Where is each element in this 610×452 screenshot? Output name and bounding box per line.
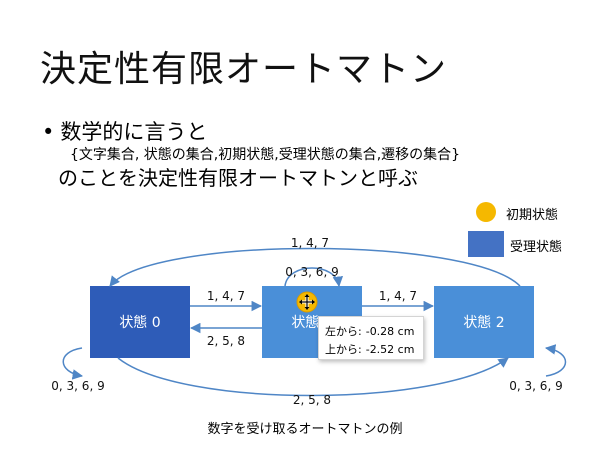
state-2-box[interactable] [434,286,534,358]
label-s0-self: 0, 3, 6, 9 [51,379,104,393]
tooltip-left-value: -0.28 cm [365,325,415,338]
state-2-label: 状態 2 [463,315,504,331]
set-definition: {文字集合, 状態の集合,初期状態,受理状態の集合,遷移の集合} [70,147,461,163]
label-s2-self: 0, 3, 6, 9 [509,379,562,393]
label-s0-to-s2-bottom: 2, 5, 8 [293,393,331,407]
bullet-marker: • [42,120,55,144]
arrow-s2-to-s0-top [109,247,521,287]
label-s0-to-s1: 1, 4, 7 [207,289,245,303]
label-s2-to-s0-top: 1, 4, 7 [291,236,329,250]
bullet-line: • 数学的に言うと [42,116,207,146]
legend-accept-marker [468,231,504,257]
position-tooltip: 左から: -0.28 cm 上から: -2.52 cm [318,316,424,360]
slide-title: 決定性有限オートマトン [40,49,448,90]
label-s1-to-s2: 1, 4, 7 [379,289,417,303]
legend-accept-label: 受理状態 [510,240,563,255]
label-s1-to-s0: 2, 5, 8 [207,334,245,348]
bullet-text: 数学的に言うと [60,120,208,144]
legend-initial-marker [476,202,496,222]
legend-initial-label: 初期状態 [506,208,559,223]
tooltip-left-row: 左から: -0.28 cm [325,323,414,339]
tooltip-left-label: 左から: [325,325,362,338]
tooltip-top-row: 上から: -2.52 cm [325,341,414,357]
state-0-label: 状態 0 [119,315,160,331]
description-text: のことを決定性有限オートマトンと呼ぶ [58,166,418,190]
move-cursor-icon [299,294,315,310]
label-s1-self: 0, 3, 6, 9 [285,265,338,279]
state-0-box[interactable] [90,286,190,358]
arrow-s0-to-s2-bottom [117,357,509,397]
diagram-caption: 数字を受け取るオートマトンの例 [207,422,403,437]
arrow-s2-self [544,344,567,377]
arrow-s0-self [62,347,84,380]
arrow-s1-self [284,267,344,288]
tooltip-top-value: -2.52 cm [365,343,415,356]
tooltip-top-label: 上から: [325,343,362,356]
